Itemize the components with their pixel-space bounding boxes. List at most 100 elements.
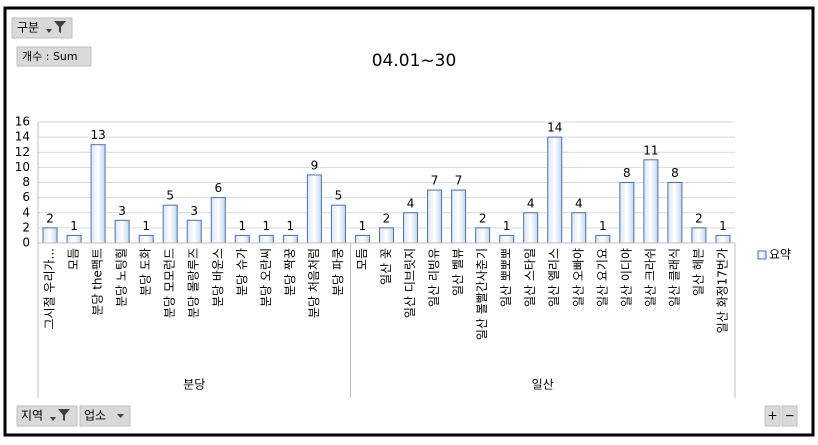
data-label: 2 bbox=[479, 211, 487, 225]
data-label: 2 bbox=[46, 211, 54, 225]
bar bbox=[451, 189, 467, 244]
bar bbox=[162, 204, 178, 244]
x-tick-label: 일산 벨뷰 bbox=[451, 248, 465, 296]
dropdown-icon bbox=[117, 414, 124, 418]
data-label: 1 bbox=[599, 219, 607, 233]
x-tick-label: 분당 도화 bbox=[139, 248, 153, 296]
y-tick-label: 12 bbox=[15, 145, 30, 159]
data-label: 3 bbox=[118, 204, 126, 218]
bar bbox=[715, 234, 731, 244]
data-label: 2 bbox=[695, 211, 703, 225]
data-label: 4 bbox=[575, 196, 583, 210]
bar bbox=[306, 174, 322, 244]
data-label: 6 bbox=[214, 181, 222, 195]
y-tick-label: 10 bbox=[15, 160, 30, 174]
data-label: 2 bbox=[383, 211, 391, 225]
x-tick-label: 일산 헤븐 bbox=[691, 248, 705, 296]
bar bbox=[138, 234, 154, 244]
expand-button[interactable]: + bbox=[764, 405, 781, 427]
y-tick-label: 16 bbox=[15, 115, 30, 129]
expand-label: + bbox=[767, 409, 777, 423]
y-tick-label: 0 bbox=[22, 236, 30, 250]
x-tick-label: 일산 이디야 bbox=[619, 248, 633, 307]
bar bbox=[691, 227, 707, 244]
x-tick-label: 분당 오란씨 bbox=[259, 248, 273, 307]
y-tick-label: 4 bbox=[22, 205, 30, 219]
data-label: 5 bbox=[335, 189, 343, 203]
data-label: 8 bbox=[623, 166, 631, 180]
y-tick-label: 6 bbox=[22, 190, 30, 204]
filter-button[interactable]: 구분 bbox=[11, 17, 73, 39]
x-tick-label: 일산 리빙유 bbox=[427, 248, 441, 307]
bar bbox=[186, 219, 202, 244]
x-tick-label: 분당 노팅힐 bbox=[115, 248, 129, 307]
x-tick-label: 일산 스타일 bbox=[523, 248, 537, 307]
bar bbox=[643, 159, 659, 244]
x-tick-label: 모듬 bbox=[355, 248, 369, 270]
group-label: 일산 bbox=[532, 378, 554, 392]
bar bbox=[114, 219, 130, 244]
x-tick-label: 모듬 bbox=[67, 248, 81, 270]
data-label: 1 bbox=[503, 219, 511, 233]
bar bbox=[595, 234, 611, 244]
data-label: 1 bbox=[719, 219, 727, 233]
data-label: 1 bbox=[287, 219, 295, 233]
x-tick-label: 분당 모모런드 bbox=[163, 248, 177, 318]
bar bbox=[42, 227, 58, 244]
x-tick-label: 분당 the팩트 bbox=[91, 248, 105, 316]
data-label: 5 bbox=[166, 189, 174, 203]
data-label: 8 bbox=[671, 166, 679, 180]
legend-label: 요약 bbox=[769, 247, 791, 262]
bar bbox=[234, 234, 250, 244]
x-tick-label: 분당 바운스 bbox=[211, 248, 225, 307]
axis-field-label: 지역 bbox=[21, 409, 43, 423]
y-tick-label: 14 bbox=[15, 130, 30, 144]
x-tick-label: 분당 처음처럼 bbox=[307, 248, 321, 318]
x-tick-label: 일산 꽃 bbox=[379, 248, 393, 285]
data-label: 7 bbox=[431, 174, 439, 188]
bar bbox=[475, 227, 491, 244]
filter-icon bbox=[50, 409, 70, 421]
data-label: 1 bbox=[238, 219, 246, 233]
x-tick-label: 일산 클래식 bbox=[667, 248, 681, 307]
filter-icon bbox=[46, 21, 66, 33]
bar bbox=[499, 234, 515, 244]
bar bbox=[619, 182, 635, 244]
y-tick-label: 2 bbox=[22, 220, 30, 234]
group-label: 분당 bbox=[183, 378, 205, 392]
axis-field-button[interactable]: 업소 bbox=[79, 405, 131, 427]
collapse-button[interactable]: − bbox=[781, 405, 798, 427]
bar bbox=[90, 144, 106, 244]
data-label: 1 bbox=[142, 219, 150, 233]
x-tick-label: 일산 요기요 bbox=[595, 248, 609, 307]
x-tick-label: 일산 뽀뽀뽀 bbox=[499, 248, 513, 307]
bar bbox=[427, 189, 443, 244]
bar bbox=[354, 234, 370, 244]
data-label: 4 bbox=[527, 196, 535, 210]
x-tick-label: 일산 엘리스 bbox=[547, 248, 561, 307]
bar bbox=[667, 182, 683, 244]
value-field-button[interactable]: 개수 : Sum bbox=[16, 46, 92, 67]
x-tick-label: 분당 몰랑루즈 bbox=[187, 248, 201, 318]
bar bbox=[66, 234, 82, 244]
axis-field-label: 업소 bbox=[84, 409, 106, 423]
bar bbox=[379, 227, 394, 244]
bar bbox=[523, 212, 539, 244]
data-label: 9 bbox=[311, 158, 319, 172]
y-tick-label: 8 bbox=[22, 175, 30, 189]
collapse-label: − bbox=[784, 409, 794, 423]
data-label: 1 bbox=[70, 219, 78, 233]
bar bbox=[210, 197, 226, 244]
bar bbox=[258, 234, 274, 244]
bar bbox=[571, 212, 587, 244]
legend-swatch bbox=[757, 250, 767, 260]
data-label: 1 bbox=[359, 219, 367, 233]
x-tick-label: 일산 오빠야 bbox=[571, 248, 585, 307]
data-label: 13 bbox=[90, 128, 105, 142]
filter-label: 구분 bbox=[17, 21, 39, 35]
data-label: 3 bbox=[190, 204, 198, 218]
x-tick-label: 분당 짝꿍 bbox=[283, 248, 297, 296]
axis-field-button[interactable]: 지역 bbox=[16, 405, 78, 427]
data-label: 7 bbox=[455, 174, 463, 188]
value-field-label: 개수 : Sum bbox=[22, 50, 78, 63]
